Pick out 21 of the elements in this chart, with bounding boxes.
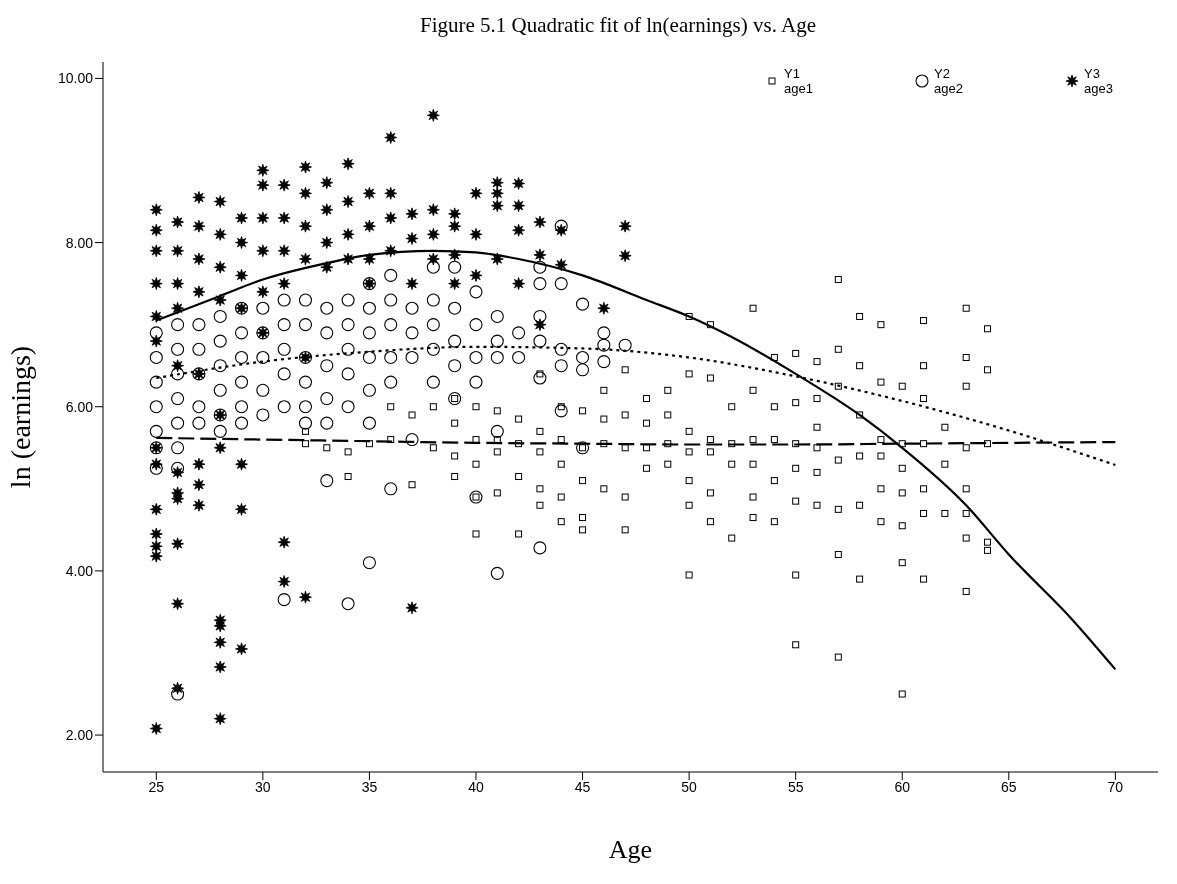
x-tick-label: 35	[361, 778, 378, 795]
y-axis-title: ln (earnings)	[4, 345, 36, 489]
legend-label: Y1 age1	[784, 66, 814, 96]
x-tick-label: 55	[787, 778, 804, 795]
y-tick-label: 4.00	[65, 562, 94, 579]
y-tick-label: 6.00	[65, 398, 94, 415]
x-tick-label: 30	[255, 778, 271, 795]
x-tick-label: 25	[148, 778, 165, 795]
x-tick-label: 40	[468, 778, 484, 795]
x-axis-title: Age	[608, 835, 653, 864]
legend-label: Y2 age2	[934, 66, 964, 96]
x-tick-label: 50	[681, 778, 698, 795]
x-tick-label: 70	[1107, 778, 1124, 795]
x-tick-label: 60	[894, 778, 911, 795]
x-tick-label: 65	[1001, 778, 1017, 795]
legend-label: Y3 age3	[1084, 66, 1114, 96]
x-tick-label: 45	[574, 778, 591, 795]
y-tick-label: 8.00	[65, 234, 94, 251]
y-tick-label: 10.00	[57, 70, 94, 87]
y-tick-label: 2.00	[65, 727, 94, 744]
chart-title: Figure 5.1 Quadratic fit of ln(earnings) vs. Age	[419, 12, 817, 39]
